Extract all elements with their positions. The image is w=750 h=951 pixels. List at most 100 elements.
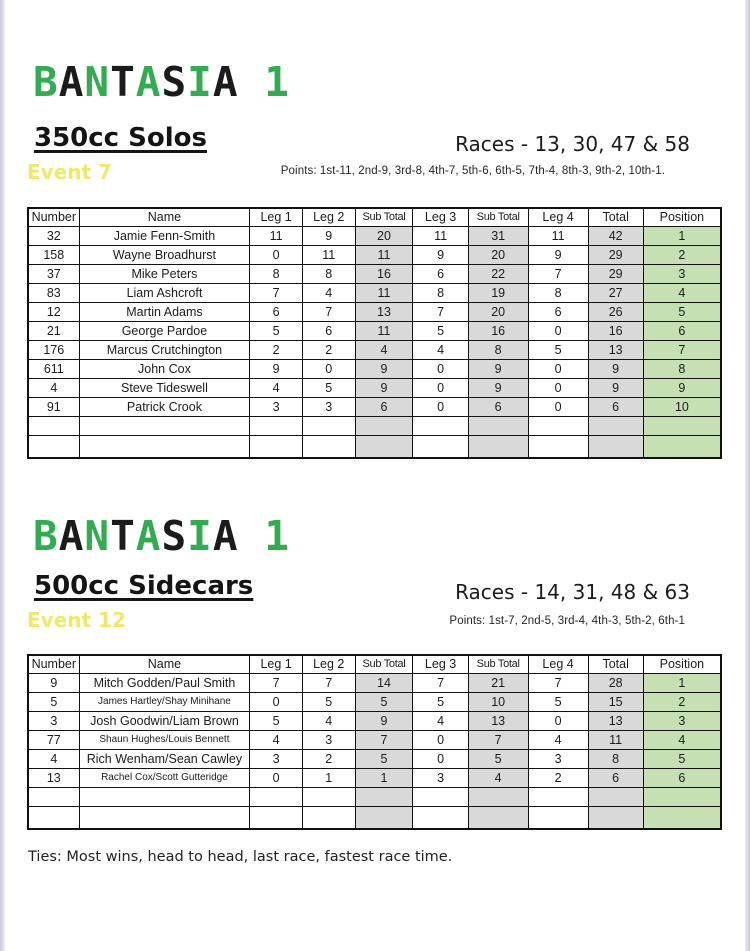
result-cell: 3 [249, 396, 303, 417]
result-cell: 0 [527, 396, 589, 417]
column-header: Sub Total [354, 654, 414, 674]
title-letter: A [58, 512, 85, 560]
empty-cell [249, 415, 303, 436]
empty-cell [412, 786, 469, 807]
title-letter [239, 58, 265, 106]
column-header: Leg 2 [301, 654, 356, 674]
result-cell: 5 [27, 691, 80, 712]
result-cell: 13 [467, 710, 529, 731]
result-cell: 5 [301, 377, 356, 398]
result-cell: 4 [642, 729, 722, 750]
empty-cell [249, 786, 303, 807]
title-letter: B [33, 58, 59, 106]
result-cell: 10 [642, 396, 722, 417]
result-cell: 7 [467, 729, 529, 750]
result-cell: 21 [467, 672, 529, 693]
result-cell: 9 [301, 225, 356, 246]
result-cell: Shaun Hughes/Louis Bennett [78, 729, 251, 750]
title-letter: A [58, 58, 85, 106]
result-cell: 0 [412, 729, 469, 750]
empty-cell [78, 434, 251, 459]
empty-cell [412, 805, 469, 830]
ties-rule-text: Ties: Most wins, head to head, last race… [28, 849, 453, 865]
points-text: Points: 1st-11, 2nd-9, 3rd-8, 4th-7, 5th… [280, 165, 665, 177]
result-cell: 20 [354, 225, 414, 246]
result-cell: 16 [354, 263, 414, 284]
result-cell: 6 [249, 301, 303, 322]
class-heading: 350cc Solos [34, 123, 207, 153]
title-letter: N [84, 512, 111, 560]
result-cell: 4 [412, 339, 469, 360]
result-row: 3 Josh Goodwin/Liam Brown 5 4 9 4 13 0 13 3 [27, 710, 722, 731]
result-cell: 8 [527, 282, 589, 303]
result-cell: 4 [249, 729, 303, 750]
result-cell: 83 [27, 282, 80, 303]
result-row: 12 Martin Adams 6 7 13 7 20 6 26 5 [27, 301, 722, 322]
empty-row [27, 786, 722, 807]
column-header: Number [27, 207, 80, 227]
empty-cell [354, 415, 414, 436]
result-cell: 2 [642, 244, 722, 265]
empty-cell [354, 786, 414, 807]
result-row: 32 Jamie Fenn-Smith 11 9 20 11 31 11 42 1 [27, 225, 722, 246]
title-letter: A [212, 58, 239, 106]
result-cell: 21 [27, 320, 80, 341]
result-cell: 6 [587, 767, 644, 788]
result-cell: 3 [642, 710, 722, 731]
result-cell: Mitch Godden/Paul Smith [78, 672, 251, 693]
result-cell: 20 [467, 301, 529, 322]
result-cell: 4 [354, 339, 414, 360]
result-cell: 8 [467, 339, 529, 360]
result-cell: James Hartley/Shay Minihane [78, 691, 251, 712]
empty-cell [587, 415, 644, 436]
result-row: 4 Steve Tideswell 4 5 9 0 9 0 9 9 [27, 377, 722, 398]
result-cell: 11 [527, 225, 589, 246]
column-header: Leg 1 [249, 654, 303, 674]
empty-cell [587, 786, 644, 807]
result-cell: 2 [249, 339, 303, 360]
title-letter: I [187, 512, 213, 560]
empty-cell [587, 805, 644, 830]
column-header: Number [27, 654, 80, 674]
result-cell: Jamie Fenn-Smith [78, 225, 251, 246]
empty-cell [642, 805, 722, 830]
result-cell: 29 [587, 244, 644, 265]
result-cell: 4 [467, 767, 529, 788]
column-header: Position [642, 207, 722, 227]
empty-cell [354, 434, 414, 459]
result-cell: 0 [249, 691, 303, 712]
result-cell: 1 [642, 225, 722, 246]
column-header: Leg 3 [412, 207, 469, 227]
result-cell: 0 [412, 748, 469, 769]
result-cell: 7 [301, 672, 356, 693]
column-header: Leg 3 [412, 654, 469, 674]
result-cell: 6 [354, 396, 414, 417]
result-cell: 9 [587, 358, 644, 379]
result-cell: 4 [27, 748, 80, 769]
column-header: Leg 2 [301, 207, 356, 227]
title-letter: N [84, 58, 111, 106]
result-cell: Josh Goodwin/Liam Brown [78, 710, 251, 731]
result-cell: 7 [249, 282, 303, 303]
result-cell: 0 [527, 358, 589, 379]
result-cell: 5 [301, 691, 356, 712]
result-cell: 7 [301, 301, 356, 322]
result-cell: 5 [412, 691, 469, 712]
result-cell: 4 [301, 282, 356, 303]
result-cell: 14 [354, 672, 414, 693]
empty-cell [301, 434, 356, 459]
column-header: Sub Total [354, 207, 414, 227]
column-header: Leg 4 [527, 654, 589, 674]
result-cell: 9 [467, 377, 529, 398]
event-label: Event 7 [27, 160, 112, 184]
result-cell: 3 [301, 396, 356, 417]
result-cell: 5 [354, 691, 414, 712]
result-cell: 26 [587, 301, 644, 322]
column-header: Total [587, 207, 644, 227]
result-cell: 5 [642, 301, 722, 322]
title-letter [239, 512, 265, 560]
result-cell: 31 [467, 225, 529, 246]
result-cell: 20 [467, 244, 529, 265]
result-row: 91 Patrick Crook 3 3 6 0 6 0 6 10 [27, 396, 722, 417]
empty-cell [642, 415, 722, 436]
